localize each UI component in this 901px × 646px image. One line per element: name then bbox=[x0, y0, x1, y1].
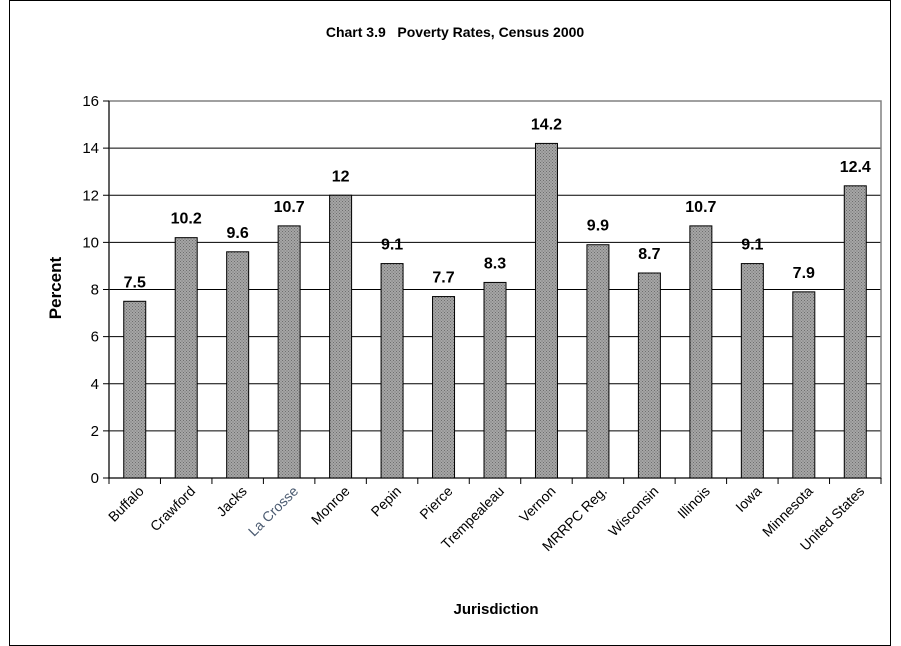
data-label: 7.7 bbox=[432, 270, 454, 287]
y-tick-label: 2 bbox=[91, 423, 99, 440]
y-tick-label: 0 bbox=[91, 470, 99, 487]
data-label: 7.9 bbox=[793, 265, 815, 282]
y-tick-label: 6 bbox=[91, 329, 99, 346]
data-label: 9.9 bbox=[587, 218, 609, 235]
bar bbox=[329, 194, 353, 479]
data-label: 9.1 bbox=[741, 237, 763, 254]
bar bbox=[637, 272, 661, 479]
x-axis-title: Jurisdiction bbox=[453, 601, 538, 618]
y-tick-label: 12 bbox=[82, 187, 99, 204]
data-label: 10.7 bbox=[685, 199, 716, 216]
bar bbox=[586, 244, 610, 479]
bar bbox=[843, 185, 867, 479]
bar bbox=[226, 251, 250, 479]
bar bbox=[380, 263, 404, 479]
data-label: 8.3 bbox=[484, 255, 506, 272]
bar bbox=[123, 300, 147, 479]
data-label: 9.1 bbox=[381, 237, 403, 254]
data-label: 12 bbox=[332, 168, 350, 185]
data-label: 14.2 bbox=[531, 116, 562, 133]
y-tick-label: 14 bbox=[82, 140, 99, 157]
bar bbox=[792, 291, 816, 479]
bar bbox=[689, 225, 713, 479]
data-label: 7.5 bbox=[124, 274, 146, 291]
y-tick-label: 8 bbox=[91, 282, 99, 299]
y-tick-label: 10 bbox=[82, 234, 99, 251]
bar bbox=[534, 142, 558, 479]
data-label: 12.4 bbox=[840, 159, 871, 176]
chart-title: Chart 3.9 Poverty Rates, Census 2000 bbox=[326, 24, 585, 40]
bar bbox=[174, 237, 198, 479]
bar bbox=[432, 296, 456, 479]
data-label: 10.2 bbox=[171, 211, 202, 228]
bar bbox=[483, 281, 507, 479]
bar bbox=[740, 263, 764, 479]
data-label: 8.7 bbox=[638, 246, 660, 263]
bar bbox=[277, 225, 301, 479]
y-axis-title: Percent bbox=[46, 256, 65, 319]
y-tick-label: 16 bbox=[82, 93, 99, 110]
y-tick-label: 4 bbox=[91, 376, 99, 393]
data-label: 10.7 bbox=[274, 199, 305, 216]
data-label: 9.6 bbox=[227, 225, 249, 242]
